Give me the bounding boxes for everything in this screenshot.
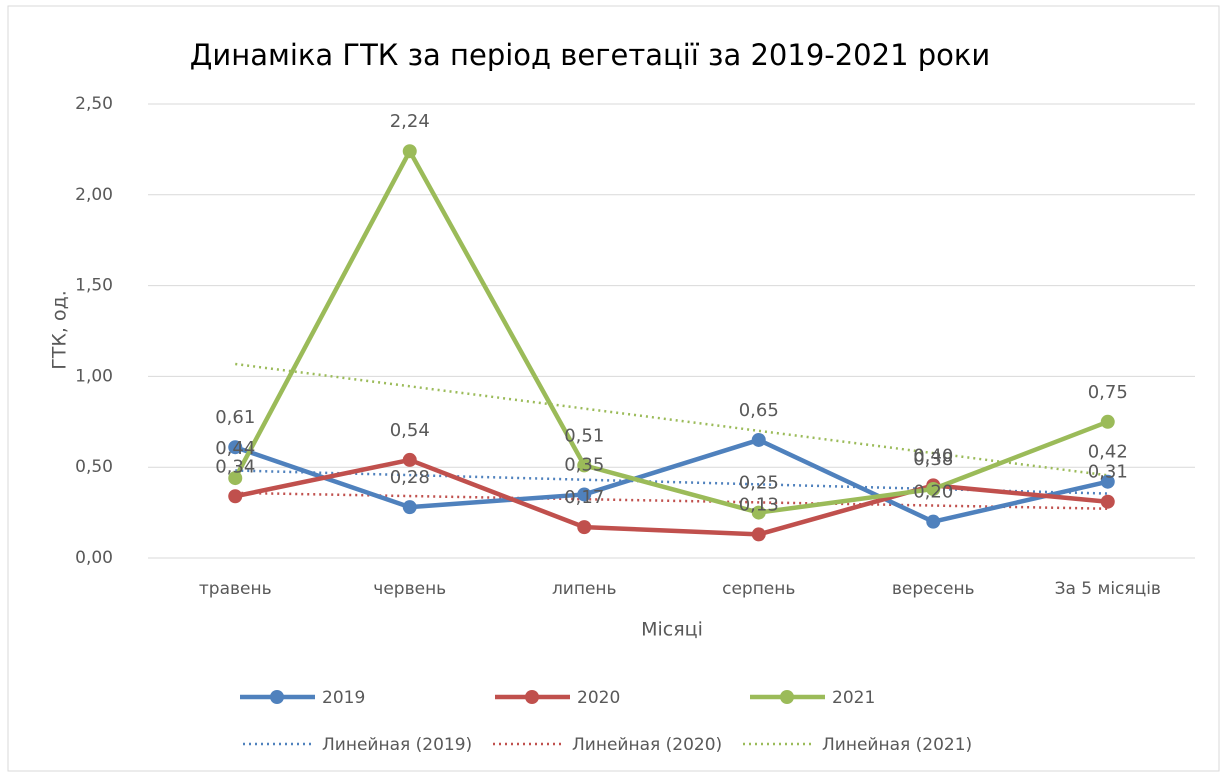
legend-marker xyxy=(270,690,284,704)
data-point xyxy=(402,144,417,159)
data-label: 0,34 xyxy=(215,456,255,477)
data-point xyxy=(926,514,941,529)
chart-border xyxy=(7,5,1220,772)
chart-title: Динаміка ГТК за період вегетації за 2019… xyxy=(190,38,991,72)
x-tick-label: серпень xyxy=(722,579,795,599)
data-label: 0,20 xyxy=(913,482,953,503)
series-line xyxy=(233,148,1109,515)
legend-label: Линейная (2020) xyxy=(572,735,722,755)
data-point xyxy=(1100,474,1115,489)
y-tick-label: 0,00 xyxy=(75,548,113,568)
data-label: 0,38 xyxy=(913,449,953,470)
data-label: 0,28 xyxy=(390,467,430,488)
series-line xyxy=(234,437,1109,524)
legend-label: Линейная (2019) xyxy=(322,735,472,755)
data-label: 0,54 xyxy=(390,420,430,441)
data-label: 0,44 xyxy=(215,438,255,459)
legend-label: 2021 xyxy=(832,688,875,708)
data-label: 0,25 xyxy=(739,473,779,494)
y-tick-label: 0,50 xyxy=(75,457,113,477)
x-tick-label: вересень xyxy=(892,579,975,599)
legend-marker xyxy=(780,690,794,704)
data-point xyxy=(751,527,766,542)
data-point xyxy=(402,452,417,467)
y-tick-label: 2,00 xyxy=(75,185,113,205)
data-point xyxy=(577,520,592,535)
data-label: 0,17 xyxy=(564,487,604,508)
x-tick-label: липень xyxy=(552,579,617,599)
legend-label: Линейная (2021) xyxy=(822,735,972,755)
data-point xyxy=(751,432,766,447)
x-tick-label: червень xyxy=(373,579,446,599)
series-line xyxy=(234,457,1108,537)
data-label: 0,35 xyxy=(564,454,604,475)
data-label: 0,13 xyxy=(739,494,779,515)
data-label: 0,51 xyxy=(564,425,604,446)
data-point xyxy=(1100,414,1115,429)
data-label: 0,61 xyxy=(215,407,255,428)
data-label: 0,65 xyxy=(739,400,779,421)
x-tick-label: травень xyxy=(199,579,272,599)
data-point xyxy=(926,481,941,496)
data-point xyxy=(228,489,243,504)
data-point xyxy=(577,487,592,502)
data-point xyxy=(1100,494,1115,509)
x-tick-label: За 5 місяців xyxy=(1055,579,1161,599)
y-axis-title: ГТК, од. xyxy=(49,290,71,370)
y-tick-label: 1,00 xyxy=(75,366,113,386)
trendline xyxy=(235,362,1108,477)
data-label: 0,42 xyxy=(1088,442,1128,463)
legend-label: 2019 xyxy=(322,688,365,708)
x-axis-title: Місяці xyxy=(641,619,703,641)
legend-label: 2020 xyxy=(577,688,620,708)
y-tick-label: 1,50 xyxy=(75,276,113,296)
data-label: 0,75 xyxy=(1088,382,1128,403)
data-point xyxy=(402,500,417,515)
y-tick-label: 2,50 xyxy=(75,94,113,114)
data-point xyxy=(228,471,243,486)
data-label: 0,31 xyxy=(1088,462,1128,483)
legend-marker xyxy=(525,690,539,704)
data-label: 0,40 xyxy=(913,445,953,466)
data-point xyxy=(577,458,592,473)
data-point xyxy=(228,440,243,455)
data-point xyxy=(751,505,766,520)
data-label: 2,24 xyxy=(390,111,430,132)
